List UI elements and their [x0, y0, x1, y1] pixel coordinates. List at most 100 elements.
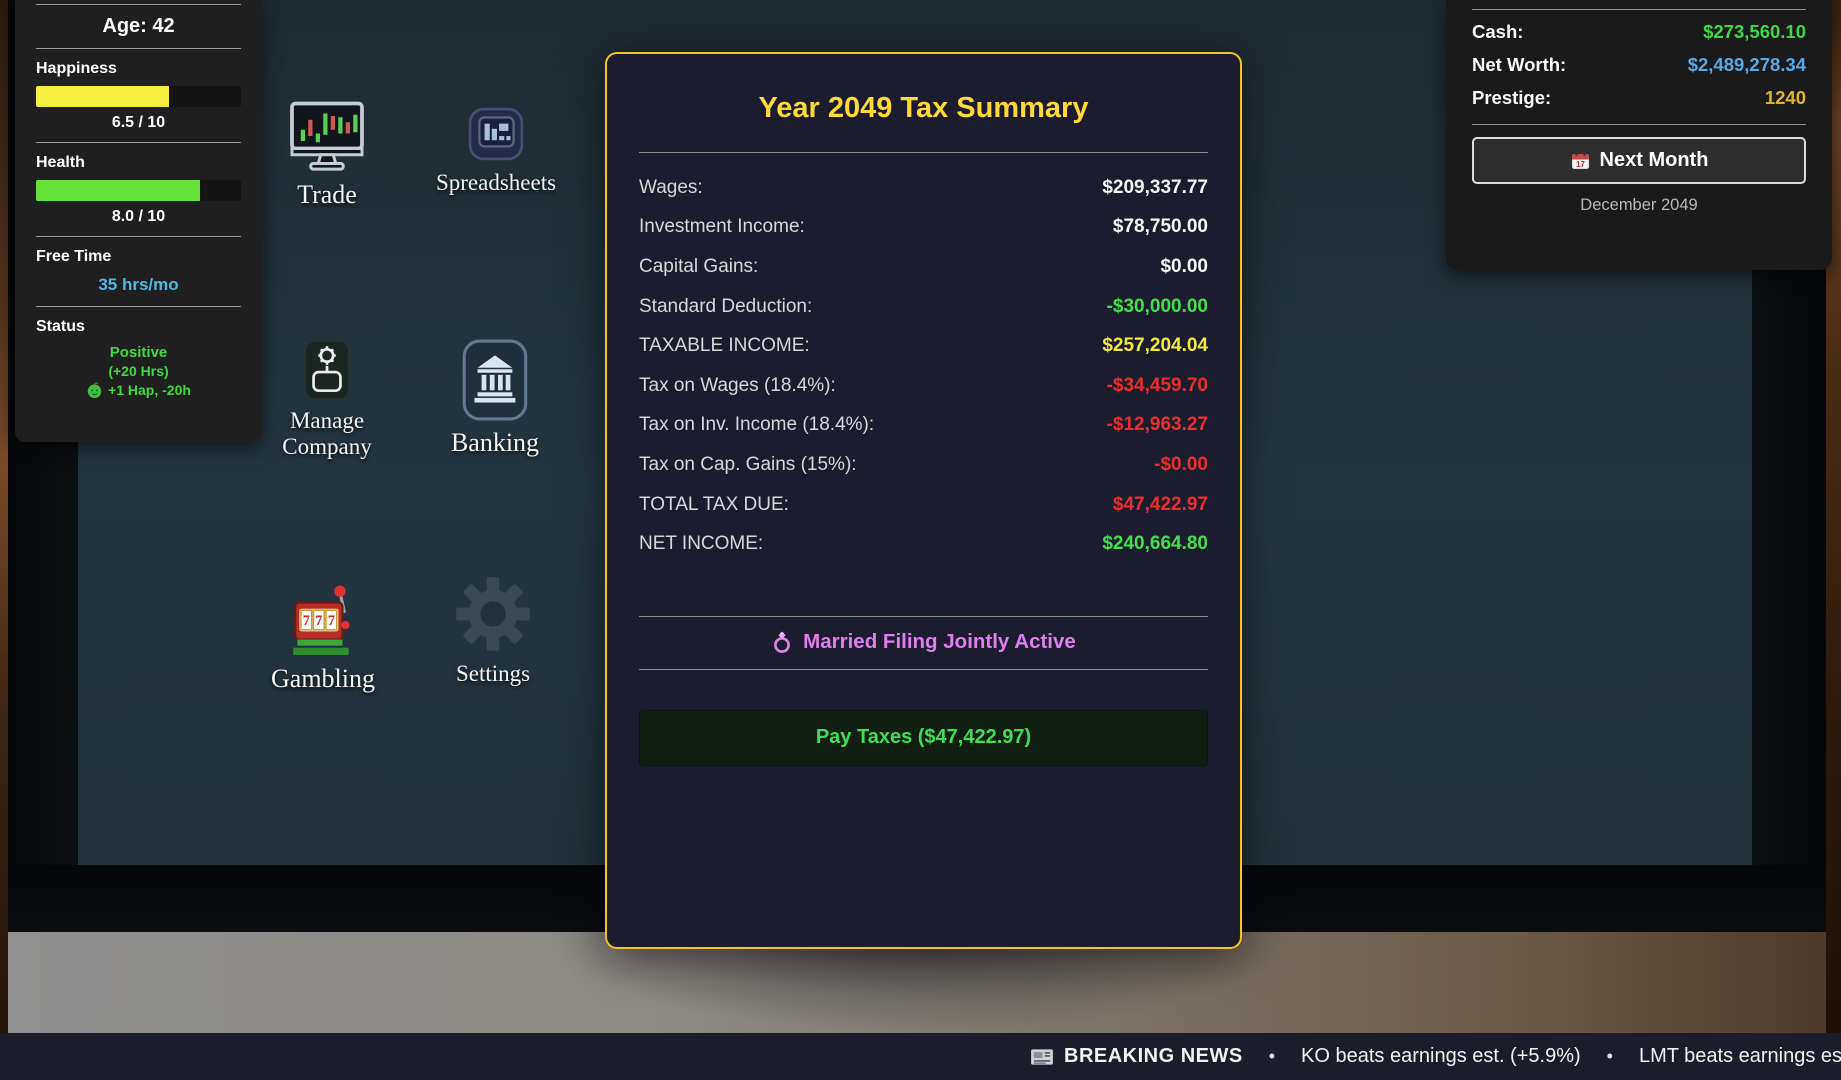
row-label: Wages:	[639, 176, 703, 198]
row-label: Capital Gains:	[639, 255, 759, 277]
status-label: Status	[36, 318, 85, 335]
cash-label: Cash:	[1472, 21, 1524, 42]
desktop-icon-banking[interactable]: Banking	[451, 338, 539, 456]
prestige-label: Prestige:	[1472, 87, 1552, 108]
tax-row-tax-on-wages: Tax on Wages (18.4%): -$34,459.70	[639, 366, 1208, 406]
row-label: TAXABLE INCOME:	[639, 335, 810, 357]
row-label: TOTAL TAX DUE:	[639, 493, 789, 515]
row-value: $78,750.00	[1112, 216, 1208, 238]
svg-text:17: 17	[1576, 160, 1585, 169]
net-worth-label: Net Worth:	[1472, 54, 1567, 75]
happiness-bar-fill	[36, 86, 170, 107]
health-value: 8.0 / 10	[111, 208, 166, 225]
divider	[36, 48, 241, 49]
news-ticker-content: BREAKING NEWS • KO beats earnings est. (…	[1030, 1033, 1841, 1080]
tax-row-tax-on-inv-income: Tax on Inv. Income (18.4%): -$12,963.27	[639, 406, 1208, 446]
free-time-value: 35 hrs/mo	[98, 275, 179, 294]
tax-rows: Wages: $209,337.77 Investment Income: $7…	[639, 168, 1208, 564]
row-value: $209,337.77	[1102, 176, 1208, 198]
desktop-icon-settings[interactable]: Settings	[454, 575, 532, 687]
news-ticker-bar: BREAKING NEWS • KO beats earnings est. (…	[0, 1033, 1841, 1080]
divider	[639, 668, 1208, 670]
row-value: -$0.00	[1154, 453, 1208, 475]
modal-title: Year 2049 Tax Summary	[758, 92, 1089, 124]
tax-summary-modal: Year 2049 Tax Summary Wages: $209,337.77…	[605, 52, 1242, 949]
newspaper-icon	[1030, 1047, 1054, 1067]
svg-text:7: 7	[303, 613, 310, 629]
status-block: Positive (+20 Hrs) +1 Hap, -20h	[36, 343, 241, 400]
happiness-value: 6.5 / 10	[111, 114, 166, 131]
ticker-item: KO beats earnings est. (+5.9%)	[1301, 1045, 1581, 1067]
icon-label: Settings	[455, 661, 531, 686]
divider	[36, 306, 241, 307]
divider	[36, 4, 241, 5]
row-value: -$34,459.70	[1106, 374, 1208, 396]
row-value: $257,204.04	[1102, 335, 1208, 357]
next-month-label: Next Month	[1599, 149, 1709, 171]
cash-row: Cash: $273,560.10	[1472, 21, 1806, 43]
tax-row-wages: Wages: $209,337.77	[639, 168, 1208, 208]
divider	[1472, 124, 1806, 125]
tax-row-capital-gains: Capital Gains: $0.00	[639, 247, 1208, 287]
status-line-effect: +1 Hap, -20h	[108, 382, 191, 398]
calendar-icon: 17	[1570, 150, 1591, 171]
icon-label: Banking	[450, 428, 540, 457]
row-label: Tax on Cap. Gains (15%):	[639, 453, 857, 475]
breaking-news-label: BREAKING NEWS	[1030, 1045, 1243, 1068]
tax-row-investment-income: Investment Income: $78,750.00	[639, 208, 1208, 248]
row-label: NET INCOME:	[639, 533, 764, 555]
happiness-label: Happiness	[36, 60, 117, 77]
manage-company-icon	[304, 340, 350, 400]
next-month-button[interactable]: 17 Next Month	[1472, 137, 1806, 184]
desktop-icon-manage-company[interactable]: Manage Company	[277, 340, 377, 460]
ticker-bullet: •	[1606, 1046, 1613, 1066]
marriage-status-note: Married Filing Jointly Active	[639, 630, 1208, 654]
marriage-status-text: Married Filing Jointly Active	[803, 629, 1076, 653]
age-text: Age: 42	[102, 15, 175, 37]
divider	[639, 615, 1208, 617]
row-value: $240,664.80	[1102, 533, 1208, 555]
cash-value: $273,560.10	[1703, 21, 1806, 42]
tax-row-taxable-income: TAXABLE INCOME: $257,204.04	[639, 326, 1208, 366]
baby-icon	[86, 382, 103, 399]
row-label: Tax on Wages (18.4%):	[639, 374, 836, 396]
desktop-icon-spreadsheets[interactable]: Spreadsheets	[436, 106, 556, 196]
divider	[36, 236, 241, 237]
row-label: Investment Income:	[639, 216, 805, 238]
health-bar-fill	[36, 180, 200, 201]
health-bar	[36, 180, 241, 201]
tax-row-net-income: NET INCOME: $240,664.80	[639, 524, 1208, 564]
pay-taxes-button[interactable]: Pay Taxes ($47,422.97)	[639, 709, 1208, 766]
desktop-icon-trade[interactable]: Trade	[287, 98, 367, 208]
tax-row-total-tax-due: TOTAL TAX DUE: $47,422.97	[639, 485, 1208, 525]
gear-icon	[454, 575, 532, 653]
status-line-hours: (+20 Hrs)	[108, 363, 169, 379]
row-value: -$30,000.00	[1106, 295, 1208, 317]
ticker-item: LMT beats earnings es	[1638, 1045, 1841, 1067]
free-time-label: Free Time	[36, 248, 112, 265]
spreadsheets-icon	[467, 106, 525, 162]
net-worth-row: Net Worth: $2,489,278.34	[1472, 54, 1806, 76]
tax-row-tax-on-cap-gains: Tax on Cap. Gains (15%): -$0.00	[639, 445, 1208, 485]
breaking-news-text: BREAKING NEWS	[1064, 1045, 1243, 1067]
row-value: -$12,963.27	[1106, 414, 1208, 436]
prestige-value: 1240	[1764, 87, 1806, 108]
net-worth-value: $2,489,278.34	[1687, 54, 1806, 75]
icon-label: Manage Company	[282, 408, 372, 459]
icon-label: Spreadsheets	[435, 170, 557, 195]
ticker-bullet: •	[1268, 1046, 1276, 1066]
prestige-row: Prestige: 1240	[1472, 87, 1806, 109]
row-label: Standard Deduction:	[639, 295, 813, 317]
banking-icon	[461, 338, 529, 422]
divider	[1472, 9, 1806, 10]
divider	[36, 142, 241, 143]
status-line-positive: Positive	[109, 344, 168, 361]
health-label: Health	[36, 154, 85, 171]
trade-monitor-icon	[287, 98, 367, 174]
row-value: $0.00	[1160, 255, 1208, 277]
icon-label: Gambling	[271, 664, 375, 693]
svg-text:7: 7	[315, 613, 322, 629]
